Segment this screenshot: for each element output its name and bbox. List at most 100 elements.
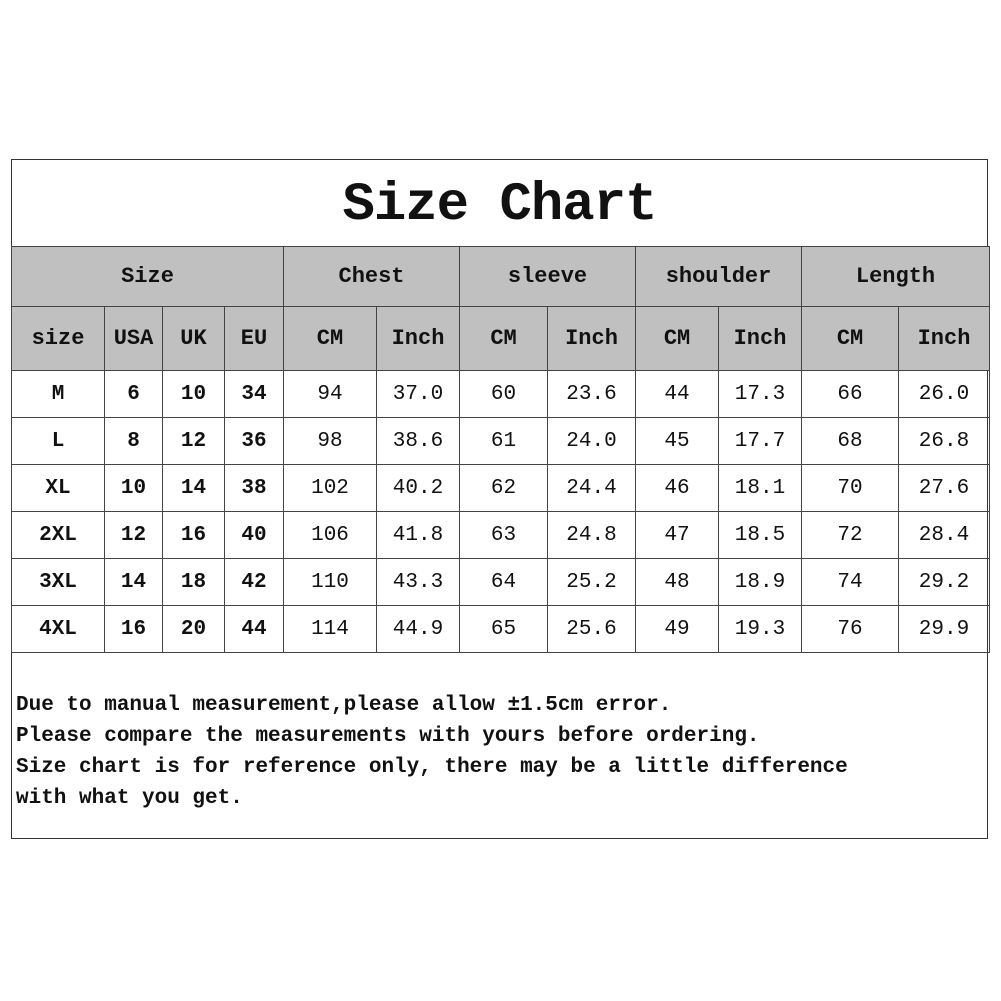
table-cell: 18.1 — [718, 464, 803, 512]
table-cell: 49 — [635, 605, 720, 653]
table-cell: 6 — [104, 370, 163, 418]
table-cell: 24.0 — [547, 417, 637, 465]
table-cell: L — [11, 417, 105, 465]
sub-header-cell: Inch — [375, 306, 461, 371]
table-cell: 38.6 — [375, 417, 461, 465]
table-row: 4XL 16 20 44 114 44.9 65 25.6 49 19.3 76 29.9 — [11, 605, 991, 653]
sub-header-cell: USA — [104, 306, 163, 371]
group-header-shoulder: shoulder — [635, 246, 803, 307]
table-cell: 24.4 — [547, 464, 637, 512]
group-header-sleeve: sleeve — [459, 246, 637, 307]
table-cell: 24.8 — [547, 511, 637, 559]
table-cell: 44.9 — [375, 605, 461, 653]
table-cell: 68 — [801, 417, 900, 465]
table-cell: 66 — [801, 370, 900, 418]
note-line: Please compare the measurements with you… — [16, 725, 760, 748]
table-cell: 25.6 — [547, 605, 637, 653]
table-cell: 18.9 — [718, 558, 803, 606]
table-cell: 16 — [162, 511, 225, 559]
sub-header-cell: CM — [635, 306, 720, 371]
table-cell: 62 — [459, 464, 549, 512]
table-cell: 114 — [283, 605, 377, 653]
table-cell: 26.8 — [898, 417, 991, 465]
sub-header-cell: Inch — [718, 306, 803, 371]
notes: Due to manual measurement,please allow ±… — [16, 690, 848, 814]
table-cell: 34 — [224, 370, 284, 418]
table-cell: 8 — [104, 417, 163, 465]
table-cell: 16 — [104, 605, 163, 653]
table-cell: 29.2 — [898, 558, 991, 606]
table-cell: 12 — [162, 417, 225, 465]
table-cell: 10 — [104, 464, 163, 512]
group-header-length: Length — [801, 246, 991, 307]
table-cell: 65 — [459, 605, 549, 653]
group-header-chest: Chest — [282, 246, 461, 307]
table-row: 3XL 14 18 42 110 43.3 64 25.2 48 18.9 74 29.2 — [11, 558, 991, 606]
table-cell: 63 — [459, 511, 549, 559]
sub-header-cell: Inch — [547, 306, 637, 371]
table-cell: 2XL — [11, 511, 105, 559]
table-cell: 37.0 — [375, 370, 461, 418]
sub-header-cell: EU — [224, 306, 284, 371]
table-cell: 64 — [459, 558, 549, 606]
chart-title: Size Chart — [342, 175, 657, 236]
note-line: with what you get. — [16, 787, 243, 810]
table-cell: 44 — [635, 370, 720, 418]
table-cell: 14 — [162, 464, 225, 512]
table-cell: 94 — [283, 370, 377, 418]
table-cell: 45 — [635, 417, 720, 465]
table-cell: 25.2 — [547, 558, 637, 606]
table-cell: 19.3 — [718, 605, 803, 653]
sub-header-cell: size — [11, 306, 105, 371]
table-cell: 60 — [459, 370, 549, 418]
table-cell: 27.6 — [898, 464, 991, 512]
size-chart: Size Chart Size Chest sleeve shoulder Le… — [11, 159, 991, 839]
table-cell: 40 — [224, 511, 284, 559]
note-line: Size chart is for reference only, there … — [16, 756, 848, 779]
table-cell: 43.3 — [375, 558, 461, 606]
table-row: L 8 12 36 98 38.6 61 24.0 45 17.7 68 26.8 — [11, 417, 991, 465]
table-cell: 47 — [635, 511, 720, 559]
table-cell: 110 — [283, 558, 377, 606]
sub-header-cell: CM — [283, 306, 377, 371]
table-cell: 106 — [283, 511, 377, 559]
table-cell: 70 — [801, 464, 900, 512]
table-cell: 48 — [635, 558, 720, 606]
table-cell: XL — [11, 464, 105, 512]
table-cell: 17.3 — [718, 370, 803, 418]
table-cell: 17.7 — [718, 417, 803, 465]
table-cell: 14 — [104, 558, 163, 606]
table-cell: 18.5 — [718, 511, 803, 559]
table-cell: 74 — [801, 558, 900, 606]
table-cell: 10 — [162, 370, 225, 418]
sub-header-cell: UK — [162, 306, 225, 371]
table-cell: 4XL — [11, 605, 105, 653]
table-cell: 61 — [459, 417, 549, 465]
table-row: M 6 10 34 94 37.0 60 23.6 44 17.3 66 26.0 — [11, 370, 991, 418]
table-cell: 28.4 — [898, 511, 991, 559]
group-header-size: Size — [11, 246, 284, 307]
table-cell: 98 — [283, 417, 377, 465]
table-cell: 3XL — [11, 558, 105, 606]
sub-header-cell: CM — [459, 306, 549, 371]
table-cell: M — [11, 370, 105, 418]
table-cell: 76 — [801, 605, 900, 653]
table-cell: 36 — [224, 417, 284, 465]
table-cell: 23.6 — [547, 370, 637, 418]
note-line: Due to manual measurement,please allow ±… — [16, 694, 672, 717]
table-cell: 44 — [224, 605, 284, 653]
group-header-row: Size Chest sleeve shoulder Length — [11, 246, 991, 307]
table-cell: 38 — [224, 464, 284, 512]
table-cell: 46 — [635, 464, 720, 512]
table-cell: 42 — [224, 558, 284, 606]
table-cell: 26.0 — [898, 370, 991, 418]
table-cell: 40.2 — [375, 464, 461, 512]
table-cell: 18 — [162, 558, 225, 606]
table-cell: 102 — [283, 464, 377, 512]
table-cell: 20 — [162, 605, 225, 653]
table-row: XL 10 14 38 102 40.2 62 24.4 46 18.1 70 27.6 — [11, 464, 991, 512]
size-table: Size Chest sleeve shoulder Length size US… — [11, 246, 991, 653]
sub-header-cell: Inch — [898, 306, 991, 371]
table-cell: 41.8 — [375, 511, 461, 559]
sub-header-cell: CM — [801, 306, 900, 371]
